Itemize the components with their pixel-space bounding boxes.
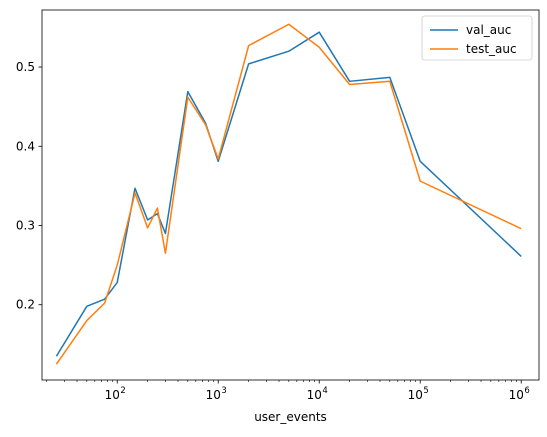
x-tick-exponent: 4	[322, 386, 327, 396]
legend: val_auc test_auc	[421, 15, 533, 61]
x-tick-exponent: 3	[221, 386, 226, 396]
y-tick-label: 0.5	[16, 60, 35, 74]
series-line-val_auc	[55, 31, 522, 357]
legend-label-val_auc: val_auc	[466, 23, 511, 37]
y-tick-label: 0.2	[16, 298, 35, 312]
y-tick-label: 0.3	[16, 219, 35, 233]
x-tick-exponent: 2	[120, 386, 125, 396]
x-tick-exponent: 6	[524, 386, 529, 396]
y-tick-label: 0.4	[16, 139, 35, 153]
legend-label-test_auc: test_auc	[466, 42, 517, 56]
x-axis-label: user_events	[254, 410, 327, 424]
x-tick-exponent: 5	[423, 386, 428, 396]
series-lines	[55, 23, 522, 365]
series-line-test_auc	[55, 23, 522, 365]
plot-frame	[41, 9, 540, 381]
y-axis-ticks: 0.2 0.3 0.4 0.5	[16, 60, 42, 312]
